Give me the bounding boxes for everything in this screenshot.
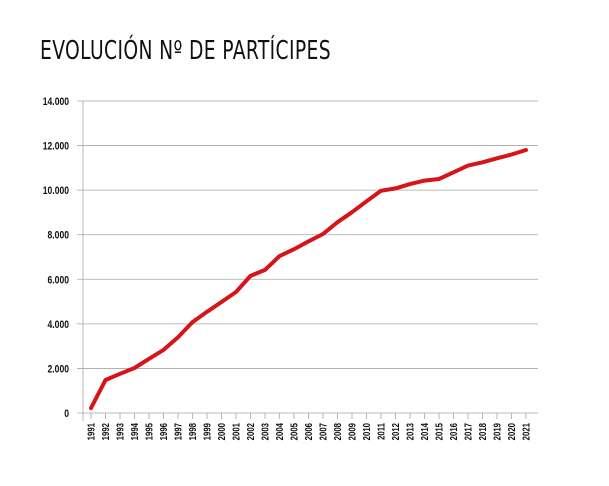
- x-tick-label: 2016: [448, 423, 459, 440]
- x-tick-label: 1997: [173, 423, 184, 440]
- y-tick-label: 2.000: [48, 364, 70, 376]
- y-axis: 0 2.000 4.000 6.000 8.000 10.000 12.000 14.000: [43, 96, 84, 421]
- x-axis: 1991 1992 1993 1994 1995 1996 1997 1998 1999 2000…: [86, 413, 532, 440]
- x-tick-label: 2005: [289, 423, 300, 440]
- y-tick-label: 14.000: [43, 96, 70, 108]
- x-tick-label: 1992: [100, 423, 111, 440]
- x-tick-label: 2007: [318, 423, 329, 440]
- x-tick-label: 2008: [332, 423, 343, 440]
- x-tick-label: 2009: [347, 423, 358, 440]
- y-tick-label: 12.000: [43, 141, 70, 153]
- x-tick-label: 2000: [216, 423, 227, 440]
- x-tick-label: 2003: [260, 423, 271, 440]
- x-tick-label: 2001: [231, 423, 242, 440]
- x-tick-label: 2019: [492, 423, 503, 440]
- y-tick-label: 6.000: [48, 274, 70, 286]
- x-tick-label: 1995: [144, 423, 155, 440]
- x-tick-label: 1998: [187, 423, 198, 440]
- x-tick-label: 2020: [506, 423, 517, 440]
- x-tick-label: 2021: [521, 423, 532, 440]
- x-tick-label: 2004: [274, 423, 285, 440]
- data-series: [89, 148, 528, 411]
- x-tick-label: 2010: [361, 423, 372, 440]
- y-tick-label: 8.000: [48, 230, 70, 242]
- x-tick-label: 2012: [390, 423, 401, 440]
- chart-title: EVOLUCIÓN Nº DE PARTÍCIPES: [40, 36, 331, 66]
- series-line: [89, 148, 528, 411]
- y-tick-label: 0: [64, 408, 69, 420]
- x-tick-label: 1996: [158, 423, 169, 440]
- x-tick-label: 2006: [303, 423, 314, 440]
- x-tick-label: 1999: [202, 423, 213, 440]
- x-tick-label: 2002: [245, 423, 256, 440]
- x-tick-label: 1991: [86, 423, 97, 440]
- x-tick-label: 2017: [463, 423, 474, 440]
- x-tick-label: 2014: [419, 423, 430, 440]
- x-tick-label: 2011: [376, 423, 387, 440]
- y-tick-label: 10.000: [43, 185, 70, 197]
- x-tick-label: 1993: [115, 423, 126, 440]
- x-tick-label: 2015: [434, 423, 445, 440]
- gridlines: [77, 100, 538, 414]
- x-tick-label: 2013: [405, 423, 416, 440]
- x-tick-label: 2018: [477, 423, 488, 440]
- y-tick-label: 4.000: [48, 319, 70, 331]
- x-tick-label: 1994: [129, 423, 140, 440]
